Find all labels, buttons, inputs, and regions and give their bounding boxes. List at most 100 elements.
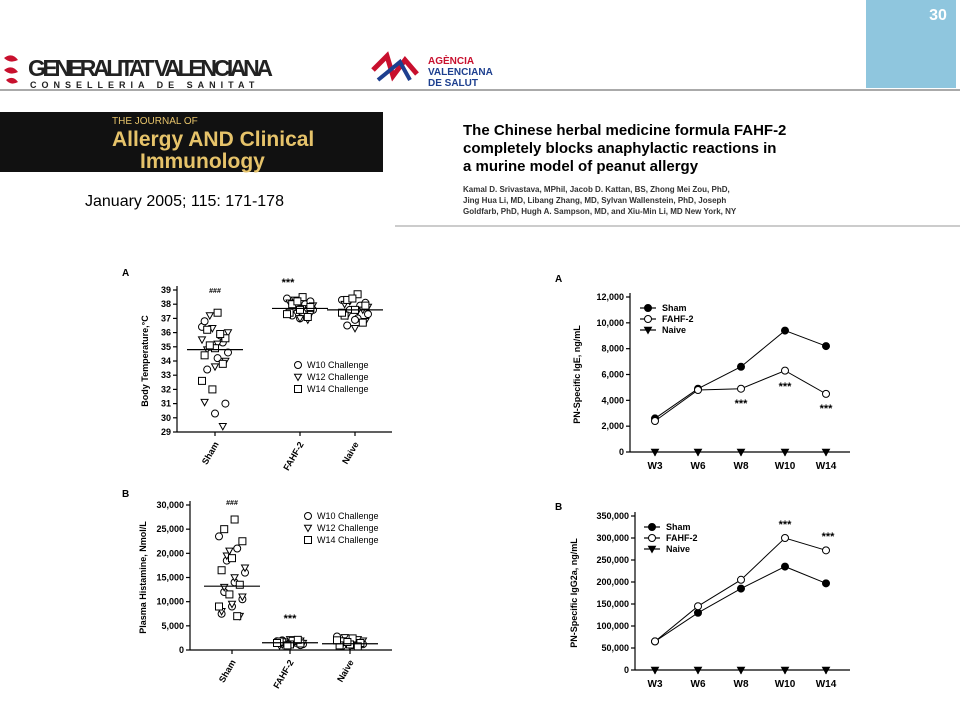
- legend-label: FAHF-2: [662, 314, 694, 324]
- marker: [343, 638, 352, 647]
- marker: [296, 305, 304, 314]
- article-authors: Goldfarb, PhD, Hugh A. Sampson, MD, and …: [463, 207, 737, 216]
- marker: [238, 537, 247, 546]
- y-axis-label: Plasma Histamine, Nmol/L: [138, 521, 148, 634]
- y-tick-label: 10,000: [156, 597, 184, 607]
- x-tick-label: W8: [734, 679, 749, 690]
- gv-emblem: [4, 55, 18, 84]
- marker: [210, 363, 220, 372]
- marker: [348, 294, 357, 303]
- journal-name: THE JOURNAL OF: [112, 116, 198, 127]
- y-tick-label: 0: [179, 645, 184, 655]
- marker: [235, 580, 244, 589]
- annotation: ***: [282, 277, 296, 289]
- y-tick-label: 5,000: [161, 621, 184, 631]
- marker: [736, 666, 746, 675]
- marker: [218, 359, 227, 368]
- marker: [353, 642, 362, 651]
- marker: [781, 534, 789, 542]
- marker: [225, 547, 234, 556]
- agency-name: VALENCIANA: [428, 67, 493, 78]
- legend-label: W12 Challenge: [307, 372, 369, 382]
- chart: B PN-Specific IgG2a, ng/mL 0 50,000 100,000 1…: [555, 502, 850, 690]
- marker: [353, 290, 362, 299]
- x-tick-label: W6: [691, 461, 706, 472]
- article-title: completely blocks anaphylactic reactions…: [463, 140, 776, 157]
- marker: [694, 386, 702, 394]
- marker: [295, 315, 305, 323]
- marker: [224, 348, 232, 357]
- y-tick-label: 37: [161, 313, 171, 323]
- marker: [198, 376, 206, 385]
- y-tick-label: 4,000: [601, 395, 624, 405]
- marker: [780, 448, 790, 457]
- agency-name: DE SALUT: [428, 78, 478, 89]
- marker: [230, 574, 239, 583]
- marker: [225, 590, 234, 599]
- y-tick-label: 31: [161, 399, 171, 409]
- marker: [208, 385, 217, 394]
- marker: [694, 608, 702, 617]
- annotation: ***: [822, 531, 836, 543]
- marker: [227, 600, 237, 609]
- y-tick-label: 20,000: [156, 548, 184, 558]
- legend-label: FAHF-2: [666, 533, 698, 543]
- marker: [822, 342, 830, 351]
- x-tick-label: W10: [775, 679, 796, 690]
- marker: [343, 321, 352, 330]
- y-tick-label: 2,000: [601, 421, 624, 431]
- x-tick-label: Sham: [217, 658, 238, 684]
- marker: [737, 575, 745, 584]
- marker: [648, 534, 656, 542]
- y-tick-label: 100,000: [596, 621, 629, 631]
- annotation: ###: [209, 288, 221, 295]
- panel-label: A: [555, 274, 562, 285]
- marker: [361, 301, 370, 310]
- y-tick-label: 10,000: [596, 318, 624, 328]
- panel-label: B: [122, 489, 129, 500]
- marker: [240, 564, 250, 573]
- y-tick-label: 25,000: [156, 524, 184, 534]
- marker: [230, 515, 239, 524]
- x-tick-label: FAHF-2: [271, 658, 295, 690]
- y-tick-label: 250,000: [596, 555, 629, 565]
- x-tick-label: W14: [816, 461, 837, 472]
- marker: [822, 546, 830, 555]
- marker: [283, 310, 291, 319]
- annotation: ***: [820, 403, 834, 415]
- marker: [693, 448, 703, 457]
- y-axis-label: Body Temperature,°C: [140, 315, 150, 407]
- y-tick-label: 34: [161, 356, 171, 366]
- marker: [822, 579, 830, 588]
- y-tick-label: 30,000: [156, 500, 184, 510]
- marker: [228, 554, 236, 563]
- y-tick-label: 50,000: [601, 643, 629, 653]
- org-name: GENERALITAT VALENCIANA: [28, 55, 273, 81]
- marker: [781, 366, 789, 375]
- y-tick-label: 0: [619, 447, 624, 457]
- y-tick-label: 200,000: [596, 577, 629, 587]
- marker: [217, 566, 226, 575]
- marker: [358, 318, 367, 327]
- y-tick-label: 29: [161, 427, 171, 437]
- y-tick-label: 33: [161, 370, 171, 380]
- marker: [821, 448, 831, 457]
- x-tick-label: W10: [775, 461, 796, 472]
- x-tick-label: W14: [816, 679, 837, 690]
- marker: [220, 525, 229, 534]
- marker: [338, 308, 346, 317]
- legend-label: W10 Challenge: [307, 360, 369, 370]
- journal-name: Immunology: [140, 150, 265, 173]
- org-dept: CONSELLERIA DE SANITAT: [30, 80, 259, 90]
- marker: [233, 544, 242, 553]
- marker: [203, 325, 212, 334]
- x-tick-label: Naive: [340, 440, 361, 466]
- x-tick-label: W8: [734, 461, 749, 472]
- annotation: ***: [779, 519, 793, 531]
- marker: [283, 641, 292, 650]
- marker: [303, 524, 313, 533]
- x-tick-label: W3: [648, 461, 663, 472]
- marker: [203, 365, 212, 374]
- series-line: [654, 370, 827, 422]
